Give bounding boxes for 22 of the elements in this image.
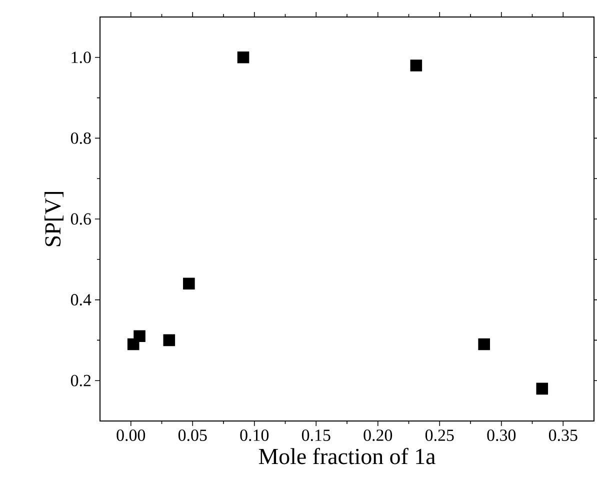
point bbox=[163, 334, 176, 346]
point bbox=[536, 382, 548, 395]
point bbox=[134, 330, 146, 342]
point bbox=[478, 338, 490, 350]
x-tick-label: 0.10 bbox=[240, 430, 269, 442]
x-axis-title: Mole fraction of 1a bbox=[258, 448, 436, 464]
x-tick-label: 0.20 bbox=[364, 430, 392, 442]
x-tick-label: 0.30 bbox=[487, 430, 516, 442]
y-tick-label: 0.6 bbox=[70, 213, 91, 225]
x-tick-label: 0.05 bbox=[178, 430, 207, 442]
y-axis-title: SP[V] bbox=[44, 192, 64, 246]
x-tick-label: 0.15 bbox=[302, 430, 330, 442]
point bbox=[410, 60, 422, 72]
x-tick-label: 0.00 bbox=[116, 430, 146, 442]
point bbox=[237, 51, 250, 64]
point bbox=[183, 278, 195, 290]
y-tick-label: 0.8 bbox=[70, 132, 91, 144]
x-tick-label: 0.35 bbox=[548, 430, 578, 442]
y-tick-label: 0.4 bbox=[70, 294, 92, 306]
x-tick-label: 0.25 bbox=[425, 430, 454, 442]
y-tick-label: 0.2 bbox=[70, 374, 91, 386]
y-tick-label: 1.0 bbox=[72, 52, 91, 64]
